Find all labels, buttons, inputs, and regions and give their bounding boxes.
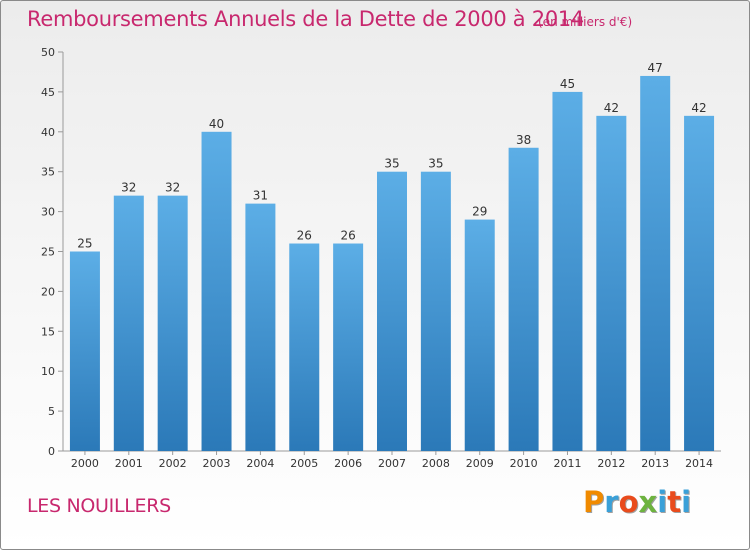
data-label: 35 [428, 157, 443, 171]
y-tick-label: 20 [41, 285, 55, 298]
logo-letter: i [657, 485, 668, 519]
data-label: 32 [121, 181, 136, 195]
bar[interactable] [245, 203, 276, 451]
logo-letter: t [667, 485, 682, 519]
y-tick-label: 15 [41, 325, 55, 338]
bar[interactable] [596, 115, 627, 451]
x-tick-label: 2007 [378, 457, 406, 470]
x-tick-label: 2012 [597, 457, 625, 470]
y-tick-label: 45 [41, 86, 55, 99]
bars [69, 75, 715, 452]
bar[interactable] [464, 219, 495, 451]
y-axis: 0 5 10 15 20 25 30 35 40 45 50 [41, 46, 64, 458]
place-name: LES NOUILLERS [27, 495, 171, 517]
y-tick-label: 35 [41, 166, 55, 179]
data-label: 42 [604, 101, 619, 115]
x-tick-label: 2001 [115, 457, 143, 470]
bar[interactable] [508, 147, 539, 451]
data-label: 25 [77, 237, 92, 251]
bar[interactable] [69, 251, 100, 452]
y-tick-label: 40 [41, 126, 55, 139]
logo-letter: P [583, 485, 605, 519]
bar[interactable] [113, 195, 144, 451]
x-tick-label: 2002 [159, 457, 187, 470]
x-tick-label: 2009 [466, 457, 494, 470]
bar[interactable] [289, 243, 320, 451]
chart-subtitle: (en milliers d'€) [538, 15, 633, 29]
data-label: 31 [253, 189, 268, 203]
x-tick-label: 2013 [641, 457, 669, 470]
data-label: 32 [165, 181, 180, 195]
bar[interactable] [157, 195, 188, 451]
y-tick-label: 30 [41, 206, 55, 219]
data-label: 42 [691, 101, 706, 115]
bar[interactable] [333, 243, 364, 451]
x-axis: 2000 2001 2002 2003 2004 2005 2006 2007 2008 2009… [63, 450, 721, 470]
bar[interactable] [684, 115, 715, 451]
y-tick-label: 50 [41, 46, 55, 59]
x-tick-label: 2000 [71, 457, 99, 470]
bar[interactable] [552, 91, 583, 452]
x-tick-label: 2005 [290, 457, 318, 470]
y-tick-label: 5 [48, 405, 55, 418]
data-label: 38 [516, 133, 531, 147]
data-label: 26 [340, 229, 355, 243]
data-label: 26 [297, 229, 312, 243]
logo-letter: i [681, 485, 692, 519]
proxiti-logo[interactable]: Proxiti [583, 485, 691, 519]
y-tick-label: 0 [48, 445, 55, 458]
logo-letter: x [638, 485, 658, 519]
data-label: 40 [209, 117, 224, 131]
data-label: 45 [560, 77, 575, 91]
x-tick-label: 2011 [553, 457, 581, 470]
x-tick-label: 2008 [422, 457, 450, 470]
data-labels: 25 32 32 40 31 26 26 35 35 29 38 45 42 47 42 [77, 61, 706, 251]
bar[interactable] [420, 171, 451, 451]
x-tick-label: 2010 [510, 457, 538, 470]
x-tick-label: 2014 [685, 457, 713, 470]
data-label: 35 [384, 157, 399, 171]
bar[interactable] [201, 131, 232, 452]
y-tick-label: 25 [41, 246, 55, 259]
y-tick-label: 10 [41, 365, 55, 378]
logo-letter: r [604, 485, 619, 519]
logo-letter: o [618, 485, 639, 519]
chart-title: Remboursements Annuels de la Dette de 20… [27, 7, 584, 31]
x-tick-label: 2004 [246, 457, 274, 470]
x-tick-label: 2003 [203, 457, 231, 470]
x-tick-label: 2006 [334, 457, 362, 470]
data-label: 47 [648, 61, 663, 75]
bar[interactable] [377, 171, 407, 451]
bar[interactable] [640, 75, 671, 451]
data-label: 29 [472, 205, 487, 219]
